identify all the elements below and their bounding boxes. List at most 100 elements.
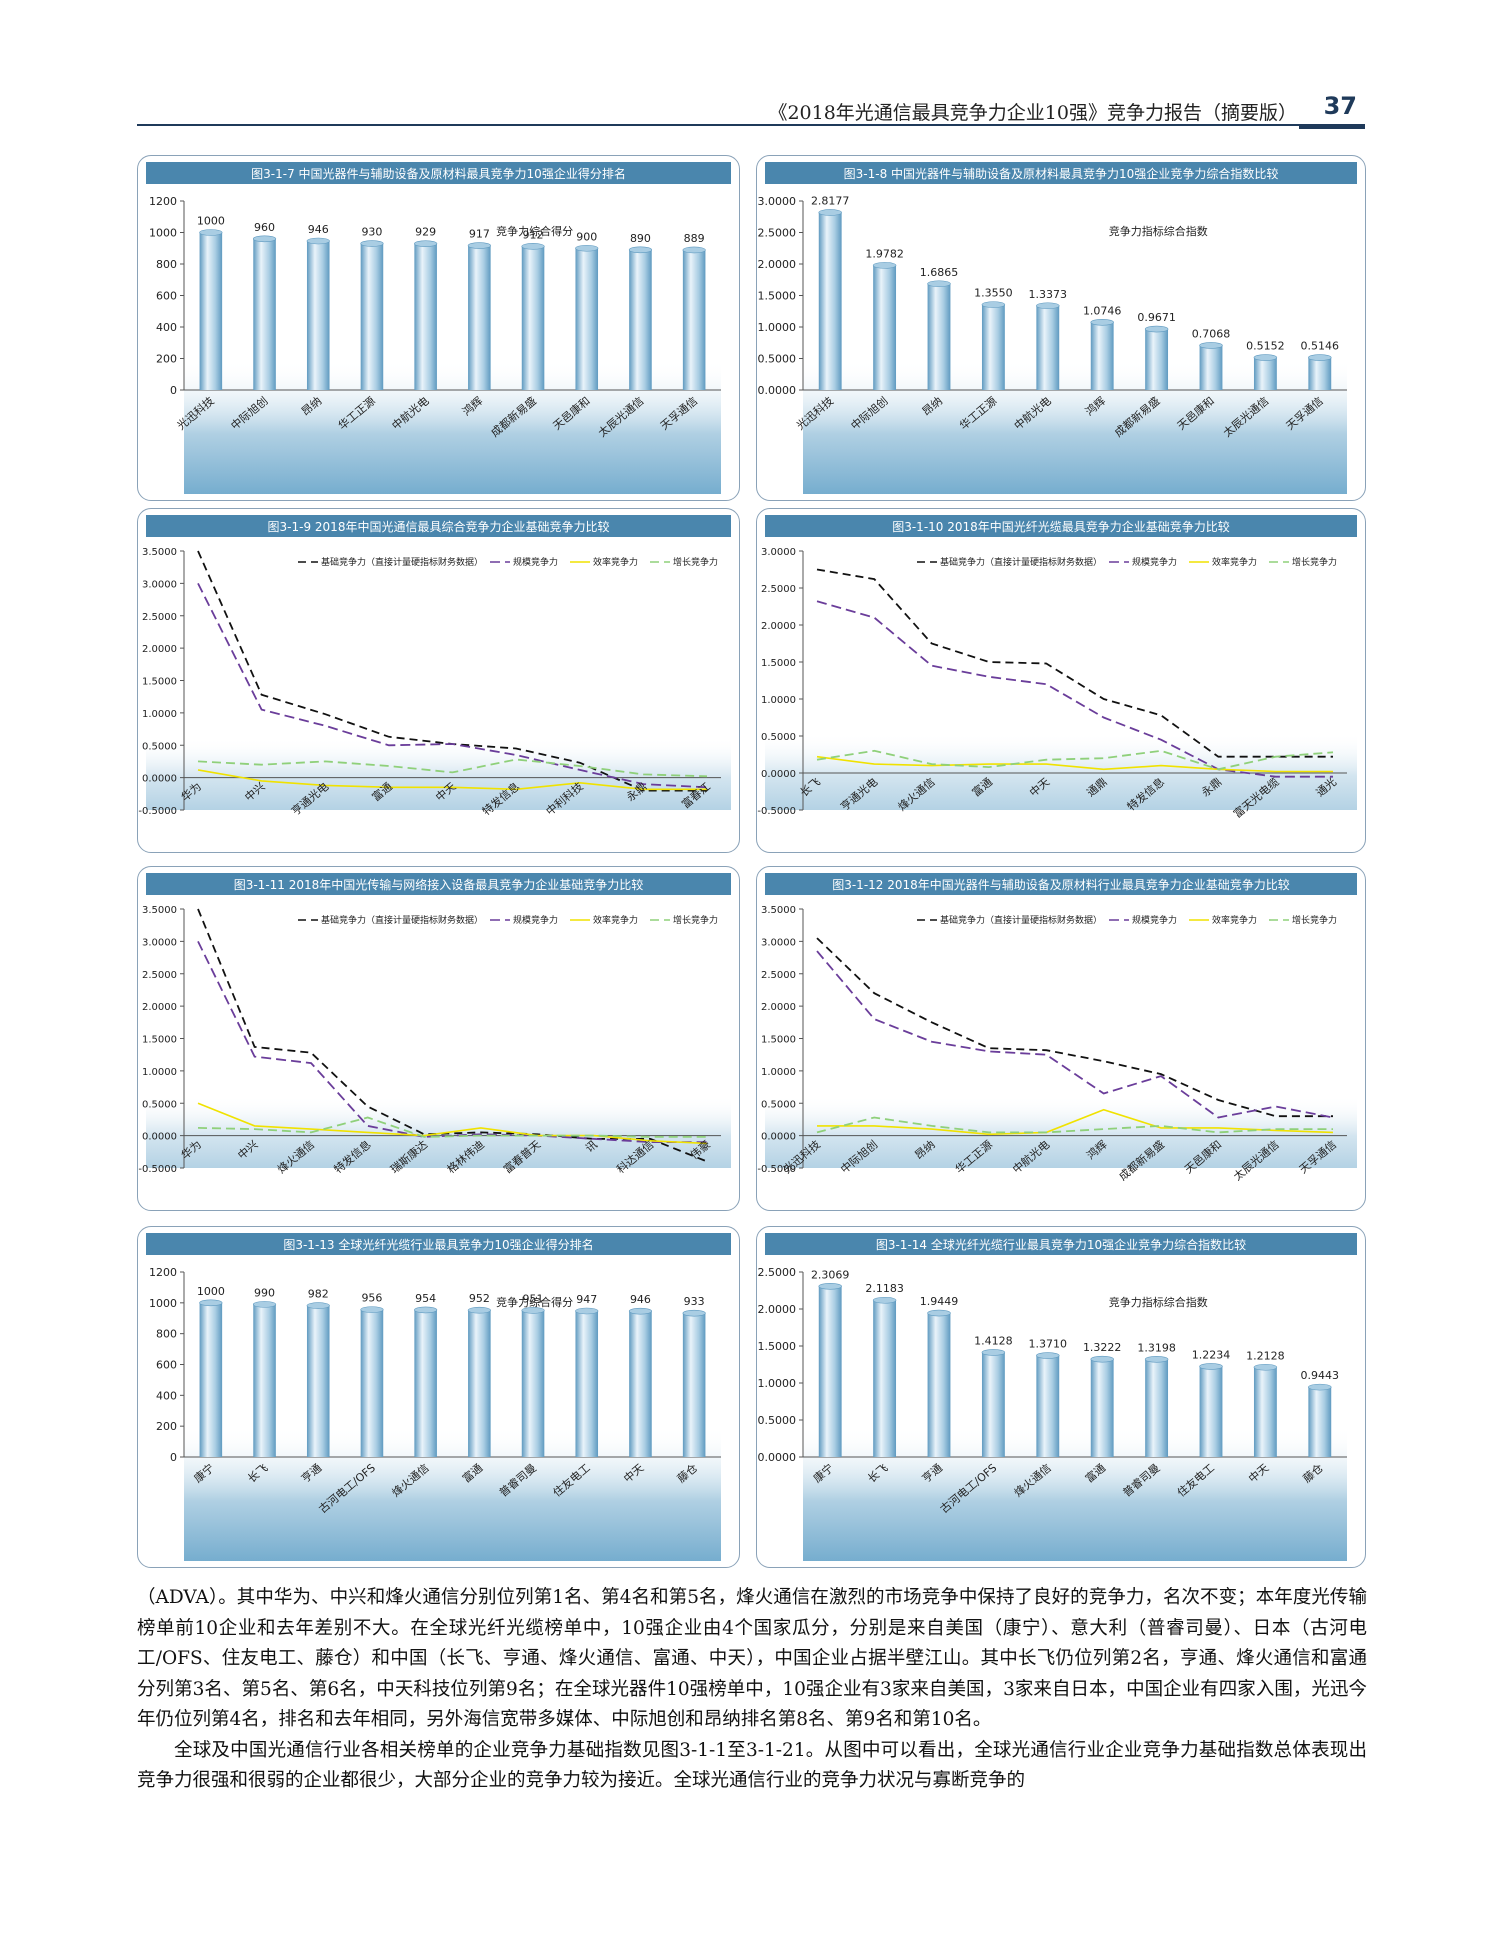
- chart-fig318-title-bar: [765, 162, 1357, 184]
- chart-fig3113-bar: [253, 1304, 276, 1457]
- chart-fig3113-bar-cap: [575, 1307, 599, 1315]
- chart-fig3114-bar: [1199, 1366, 1223, 1457]
- chart-fig3113-bar: [414, 1309, 437, 1457]
- chart-fig318-y-tick-label: 0.5000: [758, 353, 797, 366]
- header-rule: [137, 124, 1365, 126]
- chart-fig317-bar: [414, 243, 437, 390]
- chart-fig3113-bar: [575, 1311, 599, 1457]
- chart-fig319-legend-entry: 增长竞争力: [673, 556, 718, 568]
- chart-fig3111-floor-band: [146, 1095, 731, 1168]
- chart-fig317-bar: [468, 245, 491, 390]
- chart-fig3113-bar-cap: [252, 1301, 277, 1308]
- chart-fig3112-y-tick-label: 2.5000: [761, 970, 796, 981]
- chart-panel-fig3112: 图3-1-12 2018年中国光器件与辅助设备及原材料行业最具竞争力企业基础竞争…: [756, 866, 1366, 1211]
- chart-fig3110-legend-entry: 效率竞争力: [1212, 556, 1257, 568]
- chart-fig318-bar-cap: [1090, 319, 1114, 326]
- chart-fig3114-data-label: 2.1183: [865, 1282, 904, 1295]
- chart-panel-fig319: 图3-1-9 2018年中国光通信最具综合竞争力企业基础竞争力比较 -0.5000…: [137, 508, 740, 853]
- chart-fig318-y-tick-label: 1.5000: [758, 290, 797, 303]
- chart-fig318-data-label: 0.5152: [1246, 340, 1285, 353]
- header-rule-accent: [1299, 126, 1365, 129]
- chart-fig3112-y-tick-label: -0.5000: [757, 1164, 796, 1175]
- chart-fig3112-y-tick-label: 3.0000: [761, 937, 796, 948]
- chart-fig3111-legend-entry: 基础竞争力（直接计量硬指标财务数据）: [321, 914, 483, 926]
- chart-fig3112-y-tick-label: 1.0000: [761, 1067, 796, 1078]
- chart-fig318-bar: [927, 283, 951, 390]
- chart-fig3114-data-label: 1.9449: [920, 1295, 959, 1308]
- chart-fig317-data-label: 946: [308, 223, 329, 236]
- chart-fig318-y-tick-label: 2.0000: [758, 258, 797, 271]
- chart-fig3111-y-tick-label: 1.5000: [142, 1035, 177, 1046]
- chart-fig3111-y-tick-label: 2.0000: [142, 1002, 177, 1013]
- chart-panel-fig3110: 图3-1-10 2018年中国光纤光缆最具竞争力企业基础竞争力比较 -0.5000…: [756, 508, 1366, 853]
- chart-fig319-title-bar: [146, 515, 731, 537]
- chart-fig3110-y-tick-label: 1.5000: [761, 658, 796, 669]
- chart-fig3111-series-line: [197, 1102, 708, 1145]
- chart-fig317-title-bar: [146, 162, 731, 184]
- chart-fig319-y-tick-label: 0.0000: [142, 774, 177, 785]
- chart-fig318-data-label: 1.9782: [865, 247, 904, 260]
- chart-fig3111-legend-entry: 效率竞争力: [593, 914, 638, 926]
- chart-fig3110-y-tick-label: 3.0000: [761, 547, 796, 558]
- chart-panel-fig3113: 图3-1-13 全球光纤光缆行业最具竞争力10强企业得分排名 0 200 400 600…: [137, 1226, 740, 1568]
- chart-panel-fig3114: 图3-1-14 全球光纤光缆行业最具竞争力10强企业竞争力综合指数比较 0.000…: [756, 1226, 1366, 1568]
- chart-fig319-y-tick-label: 3.5000: [142, 547, 177, 558]
- chart-fig3113-y-tick-label: 1200: [149, 1266, 177, 1279]
- chart-fig319-legend-entry: 基础竞争力（直接计量硬指标财务数据）: [321, 556, 483, 568]
- chart-fig317-bar-cap: [360, 240, 384, 247]
- chart-fig3113-title: 图3-1-13 全球光纤光缆行业最具竞争力10强企业得分排名: [283, 1237, 593, 1252]
- chart-fig317-data-label: 960: [254, 221, 275, 234]
- chart-fig317-bar-cap: [414, 240, 438, 247]
- chart-fig318-bar: [1253, 357, 1277, 390]
- chart-fig3113-bar: [360, 1309, 384, 1457]
- chart-fig3114-bar: [1090, 1359, 1114, 1457]
- chart-fig3113-y-tick-label: 800: [156, 1328, 177, 1341]
- line-chart-fig3110: 图3-1-10 2018年中国光纤光缆最具竞争力企业基础竞争力比较 -0.5000…: [757, 515, 1357, 821]
- chart-fig3114-data-label: 1.2234: [1192, 1348, 1231, 1361]
- chart-fig3113-y-tick-label: 1000: [149, 1297, 177, 1310]
- chart-fig3113-y-tick-label: 0: [170, 1451, 177, 1464]
- chart-fig319-legend: 基础竞争力（直接计量硬指标财务数据） 规模竞争力 效率竞争力 增长竞争力: [298, 556, 718, 568]
- chart-fig3113-legend: 竞争力综合得分: [496, 1295, 573, 1309]
- chart-fig3110-legend: 基础竞争力（直接计量硬指标财务数据） 规模竞争力 效率竞争力 增长竞争力: [917, 556, 1337, 568]
- chart-fig3110-title-bar: [765, 515, 1357, 537]
- chart-fig3111-y-tick-label: 0.0000: [142, 1132, 177, 1143]
- chart-fig318-bar: [1308, 357, 1332, 390]
- chart-fig3110-series-line: [816, 600, 1333, 778]
- chart-fig3114-data-label: 1.4128: [974, 1334, 1013, 1347]
- chart-fig3114-data-label: 1.3710: [1029, 1338, 1068, 1351]
- chart-fig3113-data-label: 954: [415, 1292, 436, 1305]
- chart-fig3113-data-label: 952: [469, 1292, 490, 1305]
- chart-fig319-series-line: [197, 769, 707, 791]
- chart-fig317-bar: [629, 249, 652, 390]
- chart-fig317-bar-cap: [682, 246, 706, 254]
- chart-fig3113-bar-cap: [521, 1307, 545, 1314]
- chart-panel-fig318: 图3-1-8 中国光器件与辅助设备及原材料最具竞争力10强企业竞争力综合指数比较…: [756, 155, 1366, 501]
- chart-fig3114-title-bar: [765, 1233, 1357, 1255]
- chart-fig318-data-label: 1.6865: [920, 266, 959, 279]
- chart-fig3112-y-tick-label: 0.0000: [761, 1132, 796, 1143]
- chart-fig3110-y-tick-label: 0.0000: [761, 769, 796, 780]
- chart-fig3114-bar: [873, 1300, 897, 1457]
- chart-fig317-y-tick-label: 800: [156, 258, 177, 271]
- line-chart-fig3111: 图3-1-11 2018年中国光传输与网络接入设备最具竞争力企业基础竞争力比较 -…: [138, 873, 731, 1176]
- chart-fig317-bar-cap: [575, 244, 599, 252]
- chart-fig3110-y-tick-label: 0.5000: [761, 732, 796, 743]
- line-chart-fig3112: 图3-1-12 2018年中国光器件与辅助设备及原材料行业最具竞争力企业基础竞争…: [757, 873, 1357, 1183]
- chart-fig3111-y-tick-label: -0.5000: [138, 1164, 177, 1175]
- bar-chart-fig317: 图3-1-7 中国光器件与辅助设备及原材料最具竞争力10强企业得分排名 0 200 4…: [146, 162, 731, 494]
- chart-fig3114-bar: [1036, 1355, 1060, 1457]
- chart-fig3113-bar-cap: [199, 1299, 223, 1307]
- chart-fig317-data-label: 912: [523, 228, 544, 241]
- chart-fig317-bar-cap: [252, 235, 277, 243]
- chart-fig3110-series-line: [816, 755, 1333, 773]
- chart-fig319-series-line: [197, 582, 708, 789]
- chart-fig318-y-tick-label: 0.0000: [758, 384, 797, 397]
- body-text: （ADVA）。其中华为、中兴和烽火通信分别位列第1名、第4名和第5名，烽火通信在…: [137, 1583, 1367, 1797]
- chart-fig317-data-label: 1000: [197, 215, 225, 228]
- chart-fig3113-bar-cap: [682, 1309, 706, 1317]
- chart-fig319-y-tick-label: 1.0000: [142, 709, 177, 720]
- chart-fig317-data-label: 929: [415, 226, 436, 239]
- chart-fig319-y-tick-label: 2.0000: [142, 644, 177, 655]
- chart-fig318-bar-cap: [1253, 354, 1278, 361]
